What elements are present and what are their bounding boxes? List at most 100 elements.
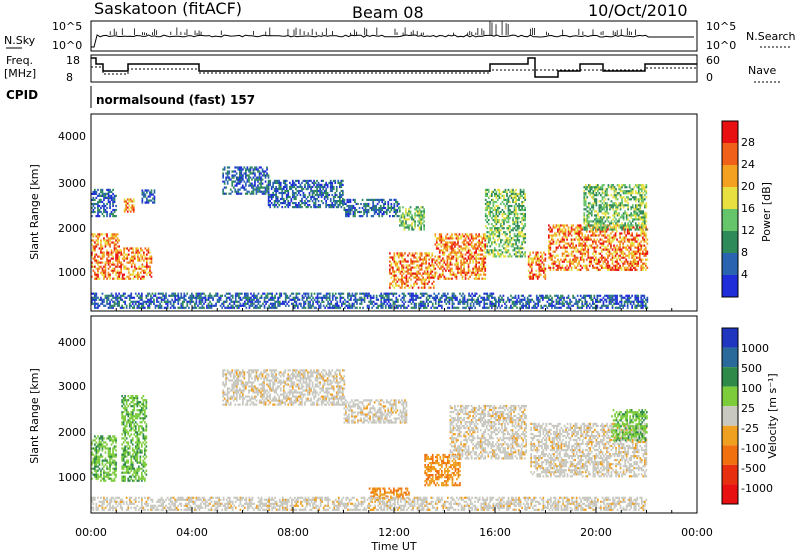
scatter-cell bbox=[364, 210, 367, 214]
scatter-cell bbox=[403, 222, 406, 225]
scatter-cell bbox=[513, 253, 516, 256]
scatter-cell bbox=[147, 257, 150, 260]
scatter-cell bbox=[133, 267, 136, 270]
scatter-cell bbox=[337, 204, 340, 207]
scatter-cell bbox=[608, 266, 611, 269]
scatter-cell bbox=[113, 263, 116, 266]
scatter-cell bbox=[469, 233, 471, 236]
scatter-cell bbox=[642, 250, 644, 253]
scatter-cell bbox=[616, 244, 618, 247]
scatter-cell bbox=[573, 266, 576, 269]
scatter-cell bbox=[141, 199, 144, 202]
scatter-cell bbox=[454, 245, 456, 248]
scatter-cell bbox=[646, 228, 649, 231]
scatter-cell bbox=[625, 190, 628, 193]
scatter-cell bbox=[153, 201, 156, 204]
scatter-cell bbox=[115, 243, 117, 246]
scatter-cell bbox=[118, 245, 120, 248]
scatter-cell bbox=[112, 251, 114, 254]
scatter-cell bbox=[297, 298, 299, 301]
scatter-cell bbox=[248, 304, 251, 307]
scatter-cell bbox=[495, 196, 498, 199]
scatter-cell bbox=[393, 280, 396, 283]
scatter-cell bbox=[100, 245, 102, 248]
scatter-cell bbox=[132, 273, 135, 276]
scatter-cell bbox=[503, 217, 505, 220]
scatter-cell bbox=[513, 243, 516, 246]
scatter-cell bbox=[443, 277, 446, 280]
scatter-cell bbox=[538, 261, 541, 264]
scatter-cell bbox=[354, 215, 356, 218]
scatter-cell bbox=[142, 302, 145, 305]
scatter-cell bbox=[563, 240, 565, 243]
scatter-cell bbox=[569, 230, 571, 233]
scatter-cell bbox=[301, 189, 303, 193]
scatter-cell bbox=[311, 185, 314, 189]
scatter-cell bbox=[138, 306, 140, 309]
scatter-cell bbox=[103, 215, 105, 218]
scatter-cell bbox=[635, 262, 638, 265]
scatter-cell bbox=[607, 184, 610, 187]
scatter-cell bbox=[572, 228, 574, 231]
scatter-cell bbox=[639, 204, 642, 207]
scatter-cell bbox=[287, 202, 290, 205]
scatter-cell bbox=[605, 258, 608, 261]
scatter-cell bbox=[126, 275, 129, 278]
scatter-cell bbox=[399, 286, 402, 289]
scatter-cell bbox=[613, 216, 616, 219]
scatter-cell bbox=[579, 242, 582, 245]
scatter-cell bbox=[628, 264, 630, 267]
scatter-cell bbox=[225, 192, 227, 195]
scatter-cell bbox=[307, 304, 310, 307]
scatter-cell bbox=[622, 244, 624, 247]
scatter-cell bbox=[133, 306, 136, 309]
scatter-cell bbox=[599, 230, 602, 233]
scatter-cell bbox=[313, 195, 315, 199]
scatter-cell bbox=[593, 250, 596, 253]
scatter-cell bbox=[484, 212, 487, 216]
scatter-cell bbox=[515, 219, 517, 222]
scatter-cell bbox=[567, 252, 570, 255]
scatter-cell bbox=[515, 241, 517, 244]
scatter-cell bbox=[421, 214, 424, 217]
scatter-cell bbox=[593, 234, 596, 237]
scatter-cell bbox=[227, 296, 229, 299]
scatter-cell bbox=[586, 214, 589, 217]
scatter-cell bbox=[255, 192, 258, 195]
scatter-cell bbox=[138, 304, 140, 307]
scatter-cell bbox=[97, 202, 99, 206]
scatter-cell bbox=[442, 251, 444, 254]
scatter-cell bbox=[504, 255, 507, 258]
scatter-cell bbox=[600, 218, 602, 221]
scatter-cell bbox=[435, 237, 438, 240]
scatter-cell bbox=[455, 237, 458, 240]
scatter-cell bbox=[536, 253, 539, 256]
scatter-cell bbox=[594, 218, 596, 221]
scatter-cell bbox=[250, 296, 252, 299]
scatter-cell bbox=[104, 192, 107, 195]
scatter-cell bbox=[123, 200, 126, 203]
scatter-cell bbox=[466, 233, 468, 236]
scatter-cell bbox=[339, 200, 341, 203]
scatter-cell bbox=[306, 298, 308, 301]
scatter-cell bbox=[390, 272, 393, 275]
scatter-cell bbox=[614, 252, 617, 255]
scatter-cell bbox=[598, 258, 600, 261]
scatter-cell bbox=[487, 188, 490, 191]
scatter-cell bbox=[598, 262, 600, 265]
scatter-cell bbox=[563, 226, 565, 229]
scatter-cell bbox=[645, 212, 648, 215]
scatter-cell bbox=[101, 267, 104, 270]
scatter-cell bbox=[326, 191, 329, 195]
scatter-cell bbox=[522, 247, 525, 250]
scatter-cell bbox=[316, 183, 318, 186]
scatter-cell bbox=[384, 210, 387, 214]
scatter-cell bbox=[607, 186, 610, 189]
scatter-cell bbox=[144, 269, 147, 272]
scatter-cell bbox=[622, 206, 625, 209]
scatter-cell bbox=[470, 253, 473, 256]
scatter-cell bbox=[622, 212, 625, 215]
scatter-cell bbox=[228, 172, 231, 175]
scatter-cell bbox=[109, 275, 111, 278]
scatter-cell bbox=[613, 186, 616, 189]
